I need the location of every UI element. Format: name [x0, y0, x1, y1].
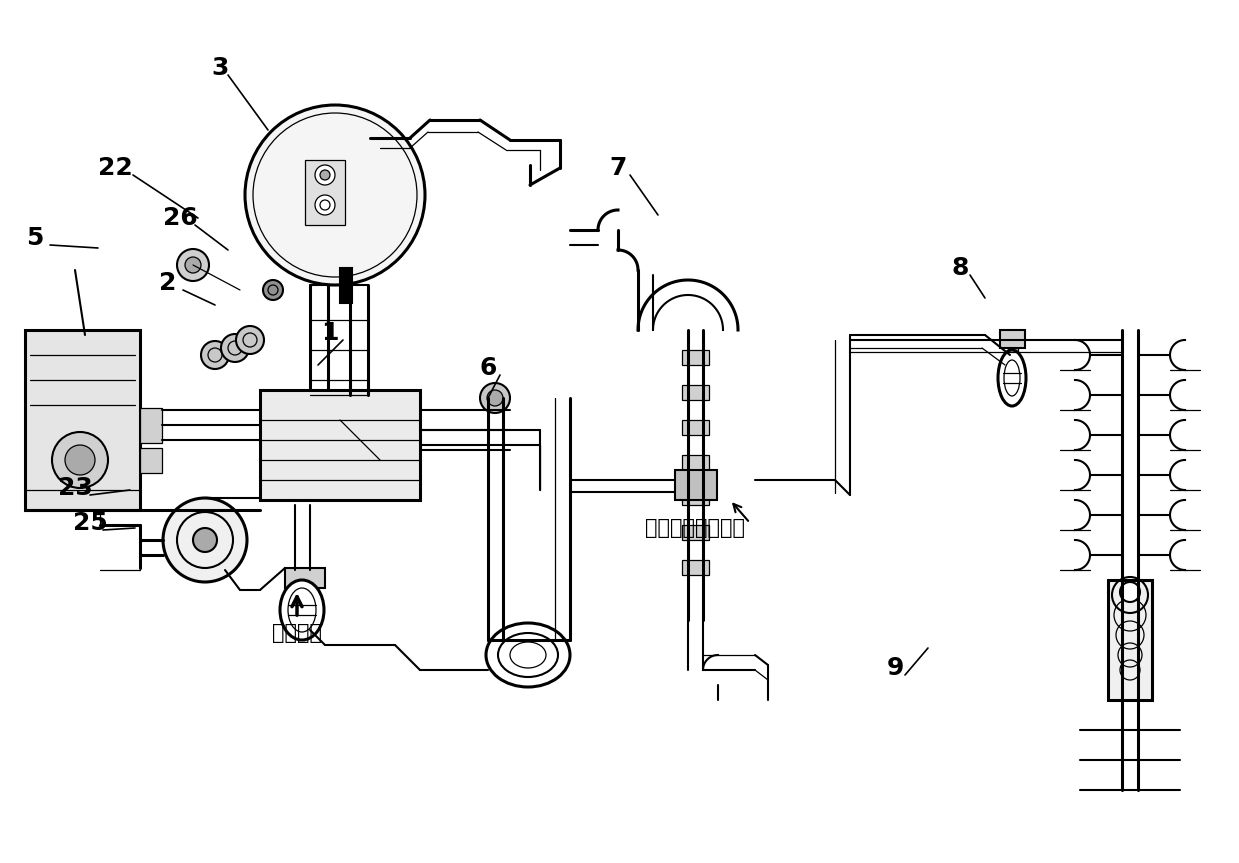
Circle shape	[315, 165, 335, 185]
Bar	[1009, 348, 1018, 360]
Circle shape	[1120, 582, 1140, 602]
Bar	[681, 455, 709, 470]
Bar	[1108, 580, 1152, 700]
Circle shape	[479, 383, 510, 413]
Circle shape	[52, 432, 108, 488]
Text: 1: 1	[321, 321, 338, 345]
Ellipse shape	[997, 350, 1026, 406]
Bar	[681, 385, 709, 400]
Circle shape	[201, 341, 229, 369]
Circle shape	[315, 195, 335, 215]
Text: 7: 7	[610, 156, 627, 180]
Text: 8: 8	[952, 256, 969, 280]
Bar	[305, 160, 344, 225]
Circle shape	[164, 498, 247, 582]
Bar	[681, 560, 709, 575]
Bar	[260, 390, 420, 500]
Circle shape	[221, 334, 249, 362]
Bar	[681, 525, 709, 540]
Text: 9: 9	[886, 656, 903, 680]
Circle shape	[320, 170, 330, 180]
Circle shape	[177, 249, 209, 281]
Bar	[339, 268, 352, 303]
Text: 26: 26	[162, 206, 197, 230]
Text: 6: 6	[479, 356, 497, 380]
Text: 25: 25	[73, 511, 108, 535]
Circle shape	[185, 257, 201, 273]
Text: 22: 22	[98, 156, 133, 180]
Ellipse shape	[280, 580, 325, 640]
Text: 3: 3	[212, 56, 229, 80]
Bar	[681, 420, 709, 435]
Text: 燃油进口: 燃油进口	[273, 623, 322, 643]
Circle shape	[235, 326, 264, 354]
Bar	[140, 448, 162, 473]
Text: 压气机后压力进口: 压气机后压力进口	[646, 518, 745, 538]
Bar	[285, 568, 325, 588]
Circle shape	[487, 390, 503, 406]
Bar	[140, 408, 162, 443]
Circle shape	[263, 280, 282, 300]
Bar	[681, 490, 709, 505]
Bar	[1000, 330, 1025, 348]
Bar	[675, 470, 717, 500]
Circle shape	[64, 445, 95, 475]
Text: 2: 2	[160, 271, 177, 295]
Bar	[681, 350, 709, 365]
Circle shape	[193, 528, 217, 552]
Text: 5: 5	[26, 226, 43, 250]
Bar	[25, 330, 140, 510]
Text: 23: 23	[58, 476, 93, 500]
Circle shape	[245, 105, 425, 285]
